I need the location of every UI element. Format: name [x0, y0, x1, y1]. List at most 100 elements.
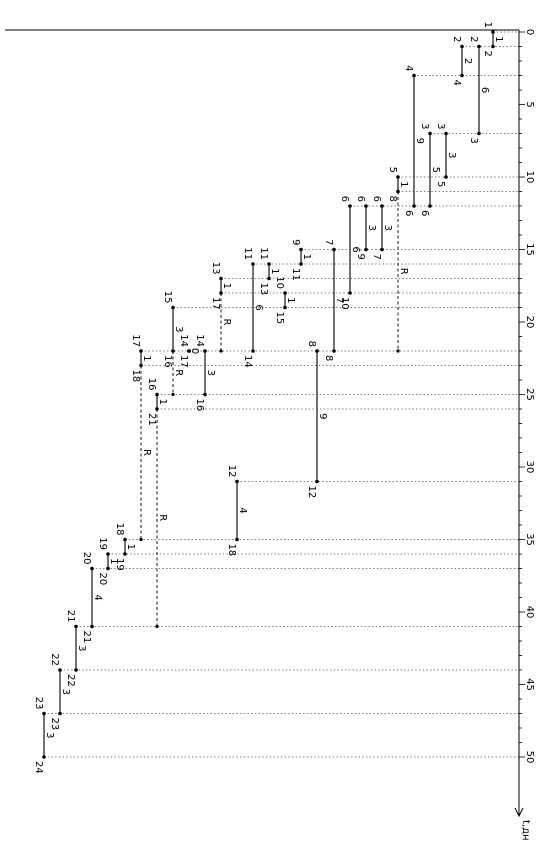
event-node-4	[412, 73, 416, 78]
event-label-start: 16	[146, 378, 157, 391]
event-label-start: 18	[114, 523, 125, 536]
work-duration-label: 1	[493, 36, 504, 42]
grid-layer	[44, 31, 519, 758]
event-node-10	[283, 291, 287, 295]
event-node-20	[106, 566, 110, 571]
work-duration-label: 1	[285, 297, 296, 303]
event-label-end: 9	[355, 254, 366, 260]
event-label-end: 7	[371, 254, 382, 260]
event-node-2	[477, 44, 481, 49]
work-duration-label: 1	[141, 355, 152, 361]
axis-tick-label: 30	[524, 461, 535, 474]
event-label-end: 6	[403, 210, 414, 216]
time-axis-arrow	[514, 807, 524, 818]
event-label-start: 6	[371, 196, 382, 202]
works-layer: 1212362424693653535816106693673911178711…	[33, 22, 504, 774]
event-node-6	[364, 204, 368, 208]
event-label-end: 22	[65, 674, 76, 687]
work-duration-label: 4	[237, 507, 248, 513]
event-label-start: 3	[419, 123, 430, 129]
event-node-13	[219, 276, 223, 281]
work-duration-label: 6	[479, 87, 490, 93]
event-node-5	[444, 175, 448, 179]
event-label-start: 14	[178, 334, 189, 347]
event-node-17	[139, 349, 143, 353]
event-label-end: 17	[210, 297, 221, 310]
work-duration-label: 3	[173, 326, 184, 332]
work-duration-label: 3	[366, 225, 377, 231]
event-label-start: 22	[49, 653, 60, 666]
event-node-15	[171, 305, 175, 310]
work-duration-label: 1	[157, 399, 168, 405]
work-duration-label: 1	[221, 283, 232, 289]
axis-tick-label: 5	[524, 101, 535, 107]
reserve-end-node	[219, 349, 223, 353]
event-node-19	[123, 552, 127, 556]
event-node-20	[90, 566, 94, 571]
event-label-start: 21	[65, 610, 76, 623]
axis-tick-label: 40	[524, 606, 535, 619]
event-node-14	[203, 349, 207, 353]
work-duration-label: 1	[269, 268, 280, 274]
event-label-start: 8	[306, 341, 317, 347]
event-label-end: 3	[468, 138, 479, 144]
event-label-start: 11	[242, 247, 253, 260]
event-node-5	[396, 175, 400, 179]
event-node-22	[58, 668, 62, 672]
event-node-13	[267, 276, 271, 281]
reserve-end-node	[139, 537, 143, 542]
event-label-start: 19	[97, 537, 108, 550]
axis-tick-label: 15	[524, 243, 535, 256]
event-node-11	[251, 262, 255, 266]
event-label-end: 4	[451, 80, 462, 86]
event-node-6	[428, 204, 432, 208]
axis-tick-label: 0	[524, 29, 535, 35]
event-label-start: 5	[387, 167, 398, 173]
event-label-end: 12	[306, 486, 317, 499]
event-label-start: 14	[194, 334, 205, 347]
event-node-12	[235, 479, 239, 484]
event-node-18	[235, 537, 239, 542]
axis-tick-label: 25	[524, 388, 535, 401]
axis-tick-label: 10	[524, 171, 535, 184]
event-node-7	[380, 247, 384, 252]
event-label-end: 21	[81, 631, 92, 644]
event-label-start: 23	[33, 697, 44, 710]
event-node-6	[380, 204, 384, 208]
event-node-18	[123, 537, 127, 542]
event-label-end: 15	[274, 312, 285, 325]
event-node-3	[477, 131, 481, 136]
event-label-end: 8	[387, 196, 398, 202]
event-label-start: 17	[130, 334, 141, 347]
event-label-start: 9	[290, 239, 301, 245]
work-duration-label: 7	[334, 297, 345, 303]
event-node-16	[203, 392, 207, 397]
event-node-2	[460, 44, 464, 49]
event-node-14	[251, 349, 255, 353]
event-label-end: 11	[290, 268, 301, 281]
work-duration-label: 5	[430, 167, 441, 173]
event-label-end: 21	[146, 413, 157, 426]
work-duration-label: 6	[253, 304, 264, 310]
event-node-3	[428, 131, 432, 136]
event-node-21	[74, 624, 78, 629]
work-duration-label: 0	[189, 348, 200, 354]
reserve-label: R	[398, 268, 409, 275]
reserve-end-node	[155, 624, 159, 629]
event-node-8	[332, 349, 336, 353]
event-label-end: 16	[162, 355, 173, 368]
event-label-end: 8	[323, 355, 334, 361]
event-node-24	[42, 755, 46, 759]
work-duration-label: 3	[382, 225, 393, 231]
event-node-12	[315, 479, 319, 484]
event-node-9	[299, 247, 303, 252]
reserve-label: R	[157, 514, 168, 521]
event-label-start: 7	[323, 239, 334, 245]
event-label-end: 2	[482, 51, 493, 57]
event-label-start: 10	[274, 276, 285, 289]
axis-tick-label: 20	[524, 316, 535, 329]
event-node-7	[332, 247, 336, 252]
event-node-1	[491, 30, 495, 34]
